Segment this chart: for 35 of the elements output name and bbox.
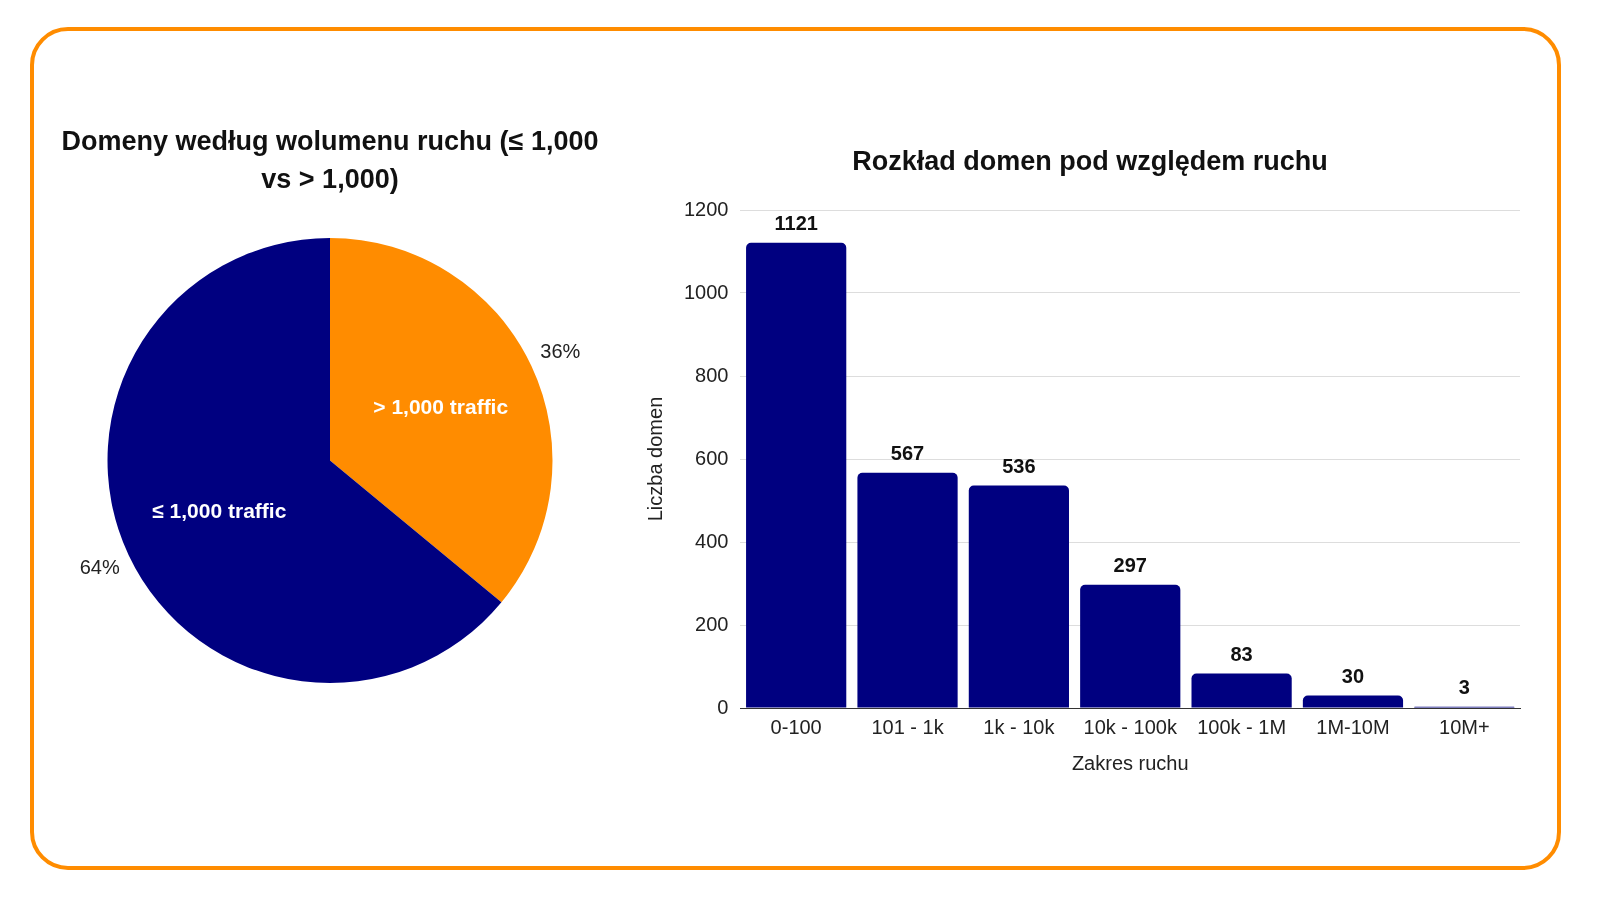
y-tick-label: 200 (695, 612, 729, 635)
x-tick-label: 1k - 10k (983, 715, 1056, 738)
bar (968, 485, 1069, 708)
y-tick-label: 1000 (683, 280, 729, 303)
data-label: 1121 (774, 212, 818, 235)
bar (1191, 673, 1292, 708)
y-axis-title: Liczba domen (643, 396, 666, 522)
x-tick-label: 10M+ (1439, 715, 1490, 738)
bar (746, 242, 847, 708)
y-tick-label: 400 (695, 529, 729, 552)
bar (857, 472, 958, 708)
x-tick-label: 101 - 1k (871, 715, 945, 738)
slice-label: > 1,000 traffic (373, 395, 509, 419)
chart-title: Rozkład domen pod względem ruchu (851, 145, 1329, 178)
x-axis-title: Zakres ruchu (1071, 751, 1189, 774)
data-label: 64% (79, 556, 120, 579)
data-label: 36% (540, 339, 581, 362)
bar (1080, 584, 1181, 708)
data-label: 3 (1458, 676, 1470, 699)
chart-title: Domeny według wolumenu ruchu (≤ 1,000 vs > 1,000) (60, 125, 600, 196)
bar (1302, 695, 1404, 708)
data-label: 30 (1341, 665, 1365, 688)
x-tick-label: 1M-10M (1316, 715, 1390, 738)
y-tick-label: 800 (695, 363, 729, 386)
y-tick-label: 0 (717, 695, 729, 718)
slice-label: ≤ 1,000 traffic (152, 499, 287, 523)
x-tick-label: 100k - 1M (1197, 715, 1287, 738)
x-tick-label: 10k - 100k (1083, 715, 1178, 738)
y-tick-label: 600 (695, 446, 729, 469)
data-label: 536 (1002, 455, 1036, 478)
data-label: 297 (1113, 554, 1147, 577)
x-tick-label: 0-100 (770, 715, 822, 738)
data-label: 567 (890, 442, 925, 465)
data-label: 83 (1230, 643, 1253, 666)
y-tick-label: 1200 (683, 197, 729, 220)
